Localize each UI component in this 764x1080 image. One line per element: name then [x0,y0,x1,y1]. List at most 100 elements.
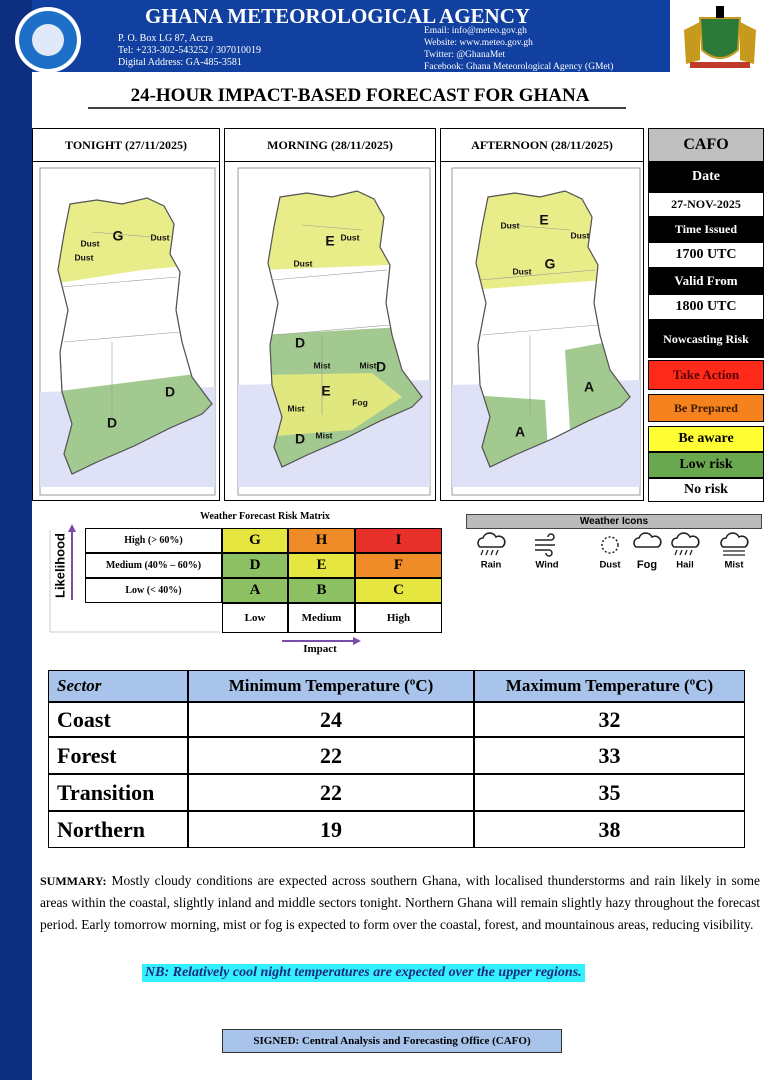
icon-name: Mist [725,560,745,571]
cafo-cell: 1800 UTC [648,294,764,320]
matrix-cell: E [288,553,355,578]
side-bar [0,0,32,1080]
region-lines [61,231,181,422]
table-cell: Coast [48,702,188,737]
signed: SIGNED: Central Analysis and Forecasting… [222,1029,562,1053]
table-cell: 33 [474,737,745,774]
cafo-cell: Low risk [648,452,764,478]
table-cell: Northern [48,811,188,848]
icon-name: Fog [637,559,657,571]
icon-name: Hail [676,560,693,571]
matrix-row-label: Medium (40% – 60%) [85,553,222,578]
cafo-cell: Time Issued [648,217,764,242]
table-cell: 22 [188,774,474,811]
cafo-cell: 27-NOV-2025 [648,192,764,217]
icon-cloud [720,532,749,548]
table-cell: 19 [188,811,474,848]
matrix-row-label: High (> 60%) [85,528,222,553]
cafo-cell: CAFO [648,128,764,162]
table-header: Minimum Temperature (ºC) [188,670,474,702]
map-label: G [113,228,124,244]
map-label: A [584,379,594,395]
map-label: Dust [151,232,170,242]
map-label: Dust [294,258,313,268]
map-label: A [515,424,525,440]
matrix-cell: C [355,578,442,603]
region-lines [479,224,599,415]
header-band [32,0,670,72]
title: 24-HOUR IMPACT-BASED FORECAST FOR GHANA [130,85,590,106]
table-cell: 22 [188,737,474,774]
map-label: Mist [288,403,305,413]
matrix-cell: H [288,528,355,553]
icon-mist [723,550,745,556]
summary-text: Mostly cloudy conditions are expected ac… [40,873,761,932]
matrix-cell: I [355,528,442,553]
cafo-cell: 1700 UTC [648,242,764,268]
matrix-col-label: Medium [288,603,355,633]
map-label: Mist [360,360,377,370]
cafo-cell: Be aware [648,426,764,452]
map-label: Dust [81,238,100,248]
impact-label: Impact [303,643,337,655]
logo-globe [32,24,64,56]
map-label: G [545,256,556,272]
region-lines [271,224,391,415]
ghana-outline [57,197,213,475]
matrix-cell: D [222,553,288,578]
map-label: Dust [501,220,520,230]
matrix-col-label: High [355,603,442,633]
contact-line: Email: info@meteo.gov.gh [424,26,527,36]
panel-title: AFTERNOON (28/11/2025) [440,128,644,162]
map-label: Dust [75,252,94,262]
table-header: Maximum Temperature (ºC) [474,670,745,702]
table-header: Sector [48,670,188,702]
arrow-head [353,637,361,645]
risk-zone [268,373,402,437]
table-cell: Transition [48,774,188,811]
contact-line: Website: www.meteo.gov.gh [424,38,533,48]
cafo-cell: No risk [648,478,764,502]
icon-dust [601,536,619,554]
icon-name: Dust [599,560,621,571]
icon-wind [535,533,555,557]
table-cell: 32 [474,702,745,737]
cafo-cell: Nowcasting Risk [648,320,764,358]
matrix-cell: B [288,578,355,603]
summary: SUMMARY: Mostly cloudy conditions are ex… [40,870,760,936]
map-label: Mist [314,360,331,370]
address-line: P. O. Box LG 87, Accra [118,33,213,44]
address-line: Digital Address: GA-485-3581 [118,57,242,68]
matrix-title: Weather Forecast Risk Matrix [200,511,330,522]
contact-line: Facebook: Ghana Meteorological Agency (G… [424,62,614,72]
map-label: E [325,233,334,249]
icon-cloud [633,532,662,548]
table-cell: Forest [48,737,188,774]
panel-frame [32,161,220,501]
map-label: Dust [513,266,532,276]
matrix-row-label: Low (< 40%) [85,578,222,603]
matrix-col-label: Low [222,603,288,633]
icon-drops [674,549,693,556]
icon-cloud [477,532,506,548]
coat-of-arms [684,6,756,68]
matrix-cell: G [222,528,288,553]
icon-drops [480,549,499,556]
matrix-cell: A [222,578,288,603]
map-label: Mist [316,430,333,440]
icon-name: Rain [481,560,502,571]
map-label: Dust [341,232,360,242]
table-cell: 24 [188,702,474,737]
cafo-cell: Date [648,162,764,192]
panel-title: TONIGHT (27/11/2025) [32,128,220,162]
map-label: D [376,359,386,375]
cafo-cell: Be Prepared [648,394,764,422]
panel-title: MORNING (28/11/2025) [224,128,436,162]
map-label: D [295,431,305,447]
contact-line: Twitter: @GhanaMet [424,50,506,60]
ghana-outline [475,190,631,468]
map-label: D [107,415,117,431]
table-cell: 38 [474,811,745,848]
arrow-head [68,524,76,532]
